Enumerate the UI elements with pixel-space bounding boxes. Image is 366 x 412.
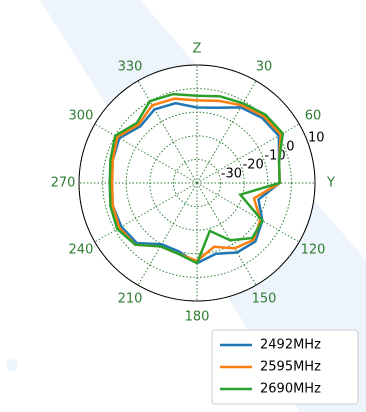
r-tick-label: 10: [308, 130, 325, 145]
angle-tick-label: Z: [193, 42, 202, 57]
grid-ring: [149, 135, 245, 231]
angle-tick-label: 330: [118, 59, 143, 74]
angle-tick-label: 210: [118, 292, 143, 307]
series-line: [108, 92, 285, 265]
grid-ring: [102, 88, 292, 278]
legend-label: 2595MHz: [260, 360, 321, 375]
angle-tick-label: 120: [301, 243, 326, 258]
grid-spoke: [94, 123, 198, 184]
grid-ring: [172, 158, 222, 208]
angle-tick-label: 300: [69, 109, 94, 124]
legend-box: [211, 329, 359, 405]
r-tick-label: 0: [286, 139, 294, 154]
grid-spoke: [94, 182, 198, 243]
r-tick-label: -10: [264, 148, 285, 163]
angle-tick-label: Y: [326, 176, 335, 191]
grid-spoke: [137, 182, 198, 286]
grid-spoke: [196, 182, 257, 286]
angle-tick-label: 60: [305, 109, 322, 124]
legend-label: 2690MHz: [260, 382, 321, 397]
r-tick-label: -20: [243, 157, 264, 172]
watermark: [6, 359, 18, 371]
plot-frame: [78, 64, 316, 302]
grid-spoke: [137, 80, 198, 184]
grid-spoke: [196, 182, 300, 243]
legend-label: 2492MHz: [260, 338, 321, 353]
angle-tick-label: 30: [256, 59, 273, 74]
angle-tick-label: 180: [185, 310, 210, 325]
r-tick-label: -30: [221, 166, 242, 181]
angle-tick-label: 270: [51, 176, 76, 191]
angle-tick-label: 240: [69, 243, 94, 258]
grid-spoke: [196, 80, 257, 184]
angle-tick-label: 150: [252, 292, 277, 307]
